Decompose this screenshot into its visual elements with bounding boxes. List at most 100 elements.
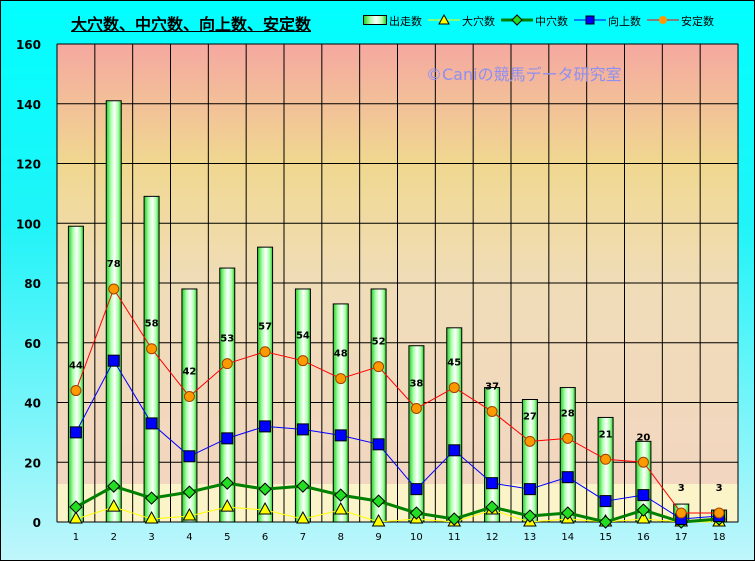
data-label: 3 xyxy=(678,483,685,494)
data-label: 48 xyxy=(334,349,348,360)
marker-diamond xyxy=(334,488,348,502)
marker-circle xyxy=(373,361,385,373)
data-label: 58 xyxy=(145,319,159,330)
bar-出走数 xyxy=(181,288,198,523)
legend-item: 出走数 xyxy=(363,13,422,29)
y-tick-label: 140 xyxy=(16,98,41,112)
x-tick-label: 2 xyxy=(111,532,117,543)
x-tick-label: 10 xyxy=(410,532,423,543)
x-tick-label: 6 xyxy=(262,532,268,543)
bar-出走数 xyxy=(67,225,84,523)
legend-swatch-icon xyxy=(363,14,387,28)
legend-swatch-icon xyxy=(428,13,460,29)
marker-circle xyxy=(713,507,725,519)
marker-triangle xyxy=(144,510,159,524)
data-label: 57 xyxy=(258,322,272,333)
x-tick-label: 12 xyxy=(486,532,499,543)
watermark: ©Caniの競馬データ研究室 xyxy=(426,65,622,84)
y-tick-label: 60 xyxy=(24,337,41,351)
x-tick-label: 8 xyxy=(338,532,344,543)
y-tick-label: 120 xyxy=(16,158,41,172)
legend-swatch-icon xyxy=(647,14,679,29)
x-tick-label: 18 xyxy=(713,532,726,543)
x-tick-label: 7 xyxy=(300,532,306,543)
data-label: 28 xyxy=(561,408,575,419)
data-label: 21 xyxy=(599,429,613,440)
marker-triangle xyxy=(106,499,121,512)
marker-square xyxy=(599,495,612,508)
marker-diamond xyxy=(485,500,499,514)
legend-label: 向上数 xyxy=(608,15,641,28)
x-tick-label: 5 xyxy=(224,532,230,543)
marker-diamond xyxy=(258,482,272,496)
marker-circle xyxy=(297,355,309,367)
bar-出走数 xyxy=(257,246,274,523)
x-tick-label: 17 xyxy=(675,532,688,543)
y-tick-label: 160 xyxy=(16,38,41,52)
data-label: 45 xyxy=(447,358,461,369)
y-tick-label: 80 xyxy=(24,277,41,291)
marker-square xyxy=(561,471,574,484)
legend-item: 安定数 xyxy=(647,13,714,29)
legend-item: 向上数 xyxy=(574,13,641,29)
marker-triangle xyxy=(371,513,386,527)
bar-出走数 xyxy=(219,267,236,523)
line-中穴数 xyxy=(75,481,720,524)
marker-triangle xyxy=(220,499,235,512)
marker-diamond xyxy=(523,509,537,523)
legend-label: 中穴数 xyxy=(535,15,568,28)
marker-circle xyxy=(335,373,347,385)
marker-diamond xyxy=(107,479,121,493)
x-tick-label: 15 xyxy=(599,532,612,543)
marker-triangle xyxy=(69,510,83,524)
data-label: 78 xyxy=(107,259,121,270)
bar-出走数 xyxy=(143,195,160,523)
bar-出走数 xyxy=(408,345,425,523)
legend: 出走数 大穴数 中穴数 向上数 安定数 xyxy=(363,13,716,29)
data-label: 38 xyxy=(409,378,423,389)
x-tick-label: 13 xyxy=(524,532,537,543)
marker-diamond xyxy=(69,500,83,514)
marker-circle xyxy=(221,358,233,370)
marker-square xyxy=(448,444,461,457)
legend-swatch-icon xyxy=(574,14,606,29)
marker-triangle xyxy=(636,510,651,524)
marker-diamond xyxy=(144,491,159,505)
legend-item: 中穴数 xyxy=(501,13,568,29)
data-label: 37 xyxy=(485,381,499,392)
line-安定数 xyxy=(75,287,720,514)
marker-circle xyxy=(562,432,574,444)
data-label: 27 xyxy=(523,411,537,422)
x-tick-label: 4 xyxy=(186,532,192,543)
x-tick-label: 11 xyxy=(448,532,461,543)
marker-circle xyxy=(410,402,422,414)
marker-diamond xyxy=(447,512,461,526)
chart-title: 大穴数、中穴数、向上数、安定数 xyxy=(71,15,312,34)
legend-label: 出走数 xyxy=(389,15,422,28)
marker-diamond xyxy=(598,515,613,529)
y-tick-label: 0 xyxy=(33,516,41,530)
marker-diamond xyxy=(409,506,424,520)
marker-triangle xyxy=(296,510,310,524)
x-tick-label: 14 xyxy=(561,532,574,543)
marker-circle xyxy=(70,385,82,397)
marker-circle xyxy=(108,283,120,295)
marker-square xyxy=(334,429,347,442)
marker-triangle xyxy=(258,502,272,515)
legend-swatch-icon xyxy=(501,13,533,29)
marker-triangle xyxy=(182,507,197,521)
marker-circle xyxy=(146,343,158,355)
marker-diamond xyxy=(296,479,310,493)
marker-square xyxy=(372,438,385,451)
marker-circle xyxy=(675,507,687,519)
data-label: 53 xyxy=(220,334,234,345)
marker-square xyxy=(259,420,272,433)
data-label: 54 xyxy=(296,331,310,342)
data-label: 42 xyxy=(182,367,196,378)
data-label: 20 xyxy=(636,432,650,443)
marker-diamond xyxy=(561,506,575,520)
y-tick-label: 40 xyxy=(24,397,41,411)
y-tick-label: 100 xyxy=(16,217,41,231)
